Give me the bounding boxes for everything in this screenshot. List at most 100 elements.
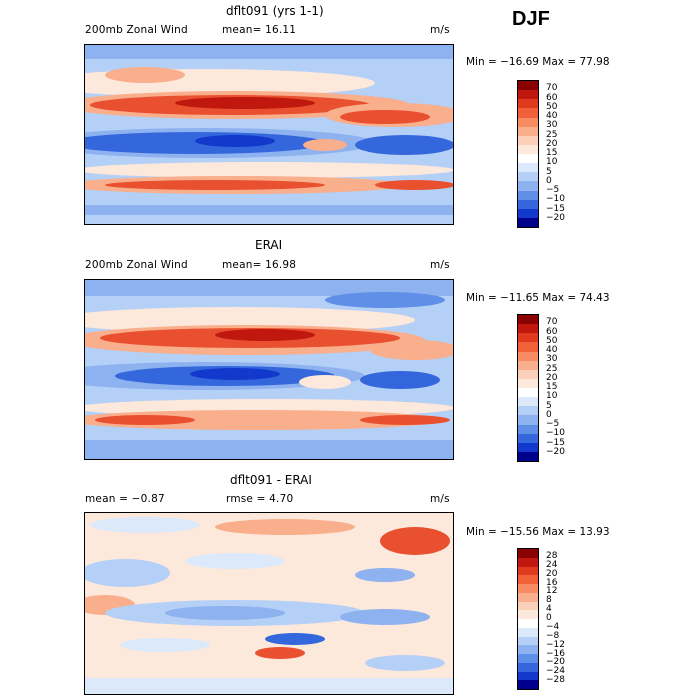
panel-1-units: m/s bbox=[430, 24, 450, 36]
colorbar-label: 0 bbox=[546, 175, 552, 186]
colorbar-swatch bbox=[518, 415, 538, 425]
colorbar-swatch bbox=[518, 360, 538, 370]
colorbar-swatch bbox=[518, 610, 538, 619]
colorbar-label: 12 bbox=[546, 586, 558, 597]
panel-2-units: m/s bbox=[430, 259, 450, 271]
colorbar-swatch bbox=[518, 172, 538, 182]
colorbar-label: −15 bbox=[546, 203, 565, 214]
colorbar-label: −24 bbox=[546, 666, 565, 677]
colorbar-swatch bbox=[518, 144, 538, 154]
colorbar-swatch bbox=[518, 557, 538, 567]
colorbar-label: 70 bbox=[546, 317, 558, 328]
colorbar-label: 60 bbox=[546, 92, 558, 103]
panel-3-mean: mean = −0.87 bbox=[85, 493, 165, 505]
colorbar-label: 25 bbox=[546, 363, 558, 374]
colorbar-label: −12 bbox=[546, 639, 565, 650]
colorbar-label: 0 bbox=[546, 409, 552, 420]
colorbar-swatch bbox=[518, 126, 538, 136]
panel-1-mean: mean= 16.11 bbox=[222, 24, 297, 36]
colorbar-label: −15 bbox=[546, 437, 565, 448]
panel-3-map-field bbox=[85, 513, 453, 694]
colorbar-label: 28 bbox=[546, 550, 558, 561]
colorbar-swatch bbox=[518, 397, 538, 407]
colorbar-label: 50 bbox=[546, 101, 558, 112]
colorbar-label: 15 bbox=[546, 148, 558, 158]
colorbar-swatch bbox=[518, 645, 538, 654]
colorbar-label: −20 bbox=[546, 446, 565, 457]
colorbar-label: 0 bbox=[546, 613, 552, 623]
panel-2-title: ERAI bbox=[255, 238, 283, 252]
colorbar-label: −10 bbox=[546, 194, 565, 205]
colorbar-label: 25 bbox=[546, 129, 558, 140]
panel-1-minmax: Min = −16.69 Max = 77.98 bbox=[466, 56, 610, 68]
colorbar-swatch bbox=[518, 451, 538, 461]
panel-1-map-field bbox=[85, 45, 453, 224]
colorbar-label: 16 bbox=[546, 577, 558, 588]
colorbar-swatch bbox=[518, 619, 538, 628]
colorbar-label: 50 bbox=[546, 335, 558, 346]
colorbar-swatch bbox=[518, 442, 538, 452]
colorbar-swatch bbox=[518, 199, 538, 209]
colorbar-swatch bbox=[518, 135, 538, 145]
colorbar-swatch bbox=[518, 406, 538, 416]
colorbar-swatch bbox=[518, 671, 538, 681]
colorbar-swatch bbox=[518, 680, 538, 689]
colorbar-swatch bbox=[518, 584, 538, 593]
colorbar-swatch bbox=[518, 575, 538, 584]
colorbar-swatch bbox=[518, 163, 538, 173]
colorbar-swatch bbox=[518, 342, 538, 352]
colorbar-label: 5 bbox=[546, 166, 552, 177]
colorbar-swatch bbox=[518, 378, 538, 388]
colorbar-swatch bbox=[518, 324, 538, 334]
colorbar-swatch bbox=[518, 627, 538, 637]
panel-3-rmse: rmse = 4.70 bbox=[226, 493, 294, 505]
colorbar-label: 70 bbox=[546, 83, 558, 94]
colorbar-label: −20 bbox=[546, 212, 565, 223]
colorbar-swatch bbox=[518, 601, 538, 611]
colorbar-label: 30 bbox=[546, 354, 558, 365]
colorbar-label: 10 bbox=[546, 391, 558, 402]
panel-3-title: dflt091 - ERAI bbox=[230, 473, 312, 487]
colorbar-swatch bbox=[518, 181, 538, 191]
colorbar-label: −4 bbox=[546, 621, 560, 632]
panel-1-map bbox=[84, 44, 454, 225]
colorbar-label: −8 bbox=[546, 630, 560, 641]
colorbar-swatch bbox=[518, 592, 538, 602]
colorbar-label: 30 bbox=[546, 120, 558, 131]
panel-1-title: dflt091 (yrs 1-1) bbox=[226, 4, 324, 18]
colorbar-swatch bbox=[518, 99, 538, 109]
colorbar-swatch bbox=[518, 636, 538, 646]
colorbar-label: −10 bbox=[546, 428, 565, 439]
colorbar-label: 15 bbox=[546, 382, 558, 392]
season-label: DJF bbox=[512, 8, 550, 30]
colorbar-swatch bbox=[518, 190, 538, 200]
colorbar-label: 40 bbox=[546, 111, 558, 121]
panel-2-field-label: 200mb Zonal Wind bbox=[85, 259, 188, 271]
colorbar-label: 24 bbox=[546, 559, 558, 570]
colorbar-swatch bbox=[518, 369, 538, 379]
colorbar-swatch bbox=[518, 333, 538, 343]
colorbar-swatch bbox=[518, 424, 538, 434]
colorbar-swatch bbox=[518, 108, 538, 118]
panel-2-minmax: Min = −11.65 Max = 74.43 bbox=[466, 292, 610, 304]
colorbar-swatch bbox=[518, 654, 538, 663]
colorbar-label: 60 bbox=[546, 326, 558, 337]
panel-2-colorbar bbox=[517, 314, 539, 462]
colorbar-swatch bbox=[518, 433, 538, 443]
colorbar-label: 8 bbox=[546, 595, 552, 606]
panel-3-units: m/s bbox=[430, 493, 450, 505]
panel-1-colorbar bbox=[517, 80, 539, 228]
colorbar-swatch bbox=[518, 549, 538, 558]
panel-1-field-label: 200mb Zonal Wind bbox=[85, 24, 188, 36]
colorbar-swatch bbox=[518, 388, 538, 398]
colorbar-label: 5 bbox=[546, 400, 552, 411]
colorbar-label: 40 bbox=[546, 345, 558, 355]
colorbar-label: −5 bbox=[546, 185, 560, 195]
colorbar-label: −5 bbox=[546, 419, 560, 429]
panel-3-minmax: Min = −15.56 Max = 13.93 bbox=[466, 526, 610, 538]
colorbar-swatch bbox=[518, 208, 538, 218]
colorbar-swatch bbox=[518, 154, 538, 164]
panel-2-map bbox=[84, 279, 454, 460]
panel-2-mean: mean= 16.98 bbox=[222, 259, 297, 271]
colorbar-swatch bbox=[518, 566, 538, 576]
